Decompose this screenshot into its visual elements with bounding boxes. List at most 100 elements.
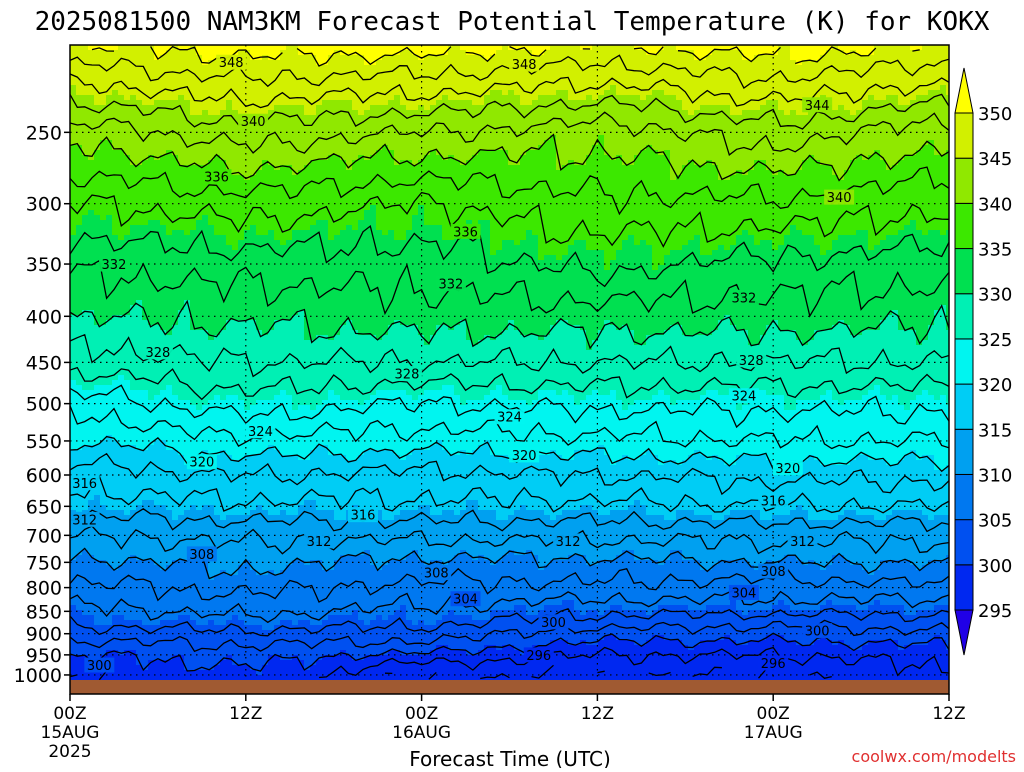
field-cell [532, 615, 539, 646]
field-cell [562, 390, 569, 461]
field-cell [82, 45, 89, 96]
field-cell [772, 250, 779, 321]
contour-label: 340 [827, 191, 852, 206]
field-cell [394, 390, 401, 456]
contour-label: 308 [189, 548, 214, 563]
field-cell [892, 640, 899, 680]
field-cell [820, 55, 827, 96]
field-cell [298, 230, 305, 311]
field-cell [190, 505, 197, 561]
field-cell [922, 145, 929, 236]
field-cell [484, 95, 491, 151]
field-cell [394, 45, 401, 56]
field-cell [196, 510, 203, 556]
colorbar-swatch [954, 428, 974, 475]
field-cell [160, 225, 167, 331]
field-cell [592, 510, 599, 566]
field-cell [70, 560, 77, 606]
field-cell [670, 250, 677, 326]
field-cell [520, 335, 527, 401]
field-cell [358, 510, 365, 556]
field-cell [274, 320, 281, 396]
field-cell [478, 510, 485, 556]
field-cell [796, 560, 803, 611]
field-cell [862, 230, 869, 331]
contour-label: 308 [761, 565, 786, 580]
field-cell [940, 560, 947, 606]
field-cell [286, 660, 293, 680]
field-cell [820, 635, 827, 680]
field-cell [724, 515, 731, 561]
field-cell [610, 160, 617, 261]
field-cell [676, 640, 683, 680]
field-cell [844, 45, 851, 56]
field-cell [436, 100, 443, 156]
field-cell [544, 565, 551, 606]
contour-line-326 [70, 366, 949, 401]
field-cell [742, 330, 749, 406]
field-cell [694, 335, 701, 401]
field-cell [250, 115, 257, 176]
field-cell [154, 325, 161, 396]
field-cell [844, 235, 851, 326]
field-cell [760, 55, 767, 106]
field-cell [748, 455, 755, 511]
field-cell [130, 95, 137, 166]
field-cell [766, 240, 773, 326]
field-cell [268, 445, 275, 516]
field-cell [640, 240, 647, 346]
field-cell [646, 95, 653, 146]
field-cell [664, 395, 671, 461]
field-cell [118, 45, 125, 96]
field-cell [574, 405, 581, 451]
field-cell [526, 50, 533, 106]
colorbar-label: 310 [978, 465, 1012, 486]
field-cell [892, 310, 899, 396]
field-cell [304, 55, 311, 116]
field-cell [334, 155, 341, 236]
field-cell [292, 45, 299, 106]
field-cell [136, 620, 143, 666]
field-cell [328, 390, 335, 456]
field-cell [130, 445, 137, 511]
field-cell [922, 565, 929, 611]
field-cell [166, 100, 173, 151]
field-cell [220, 110, 227, 161]
field-cell [658, 565, 665, 606]
field-cell [748, 610, 755, 641]
field-cell [148, 105, 155, 156]
field-cell [844, 325, 851, 401]
field-cell [604, 635, 611, 680]
field-cell [586, 155, 593, 251]
field-cell [442, 325, 449, 386]
field-cell [202, 165, 209, 216]
contour-line-332 [70, 259, 949, 318]
field-cell [634, 95, 641, 156]
field-cell [886, 605, 893, 641]
field-cell [508, 90, 515, 166]
field-cell [454, 615, 461, 651]
colorbar-swatch [954, 338, 974, 385]
y-tick-label: 600 [26, 465, 62, 487]
field-cell [76, 655, 83, 680]
field-cell [370, 45, 377, 66]
contour-label: 312 [307, 535, 332, 550]
field-cell [580, 450, 587, 506]
contour-label: 320 [189, 456, 214, 471]
field-cell [862, 395, 869, 456]
field-cell [196, 555, 203, 626]
field-cell [274, 575, 281, 626]
field-cell [760, 455, 767, 521]
field-cell [646, 515, 653, 561]
field-cell [826, 330, 833, 391]
field-cell [826, 45, 833, 51]
field-cell [334, 520, 341, 561]
field-cell [844, 645, 851, 680]
field-cell [886, 465, 893, 516]
field-cell [904, 455, 911, 511]
field-cell [754, 55, 761, 111]
field-cell [466, 400, 473, 456]
field-cell [190, 330, 197, 406]
field-cell [808, 60, 815, 111]
field-cell [484, 620, 491, 646]
